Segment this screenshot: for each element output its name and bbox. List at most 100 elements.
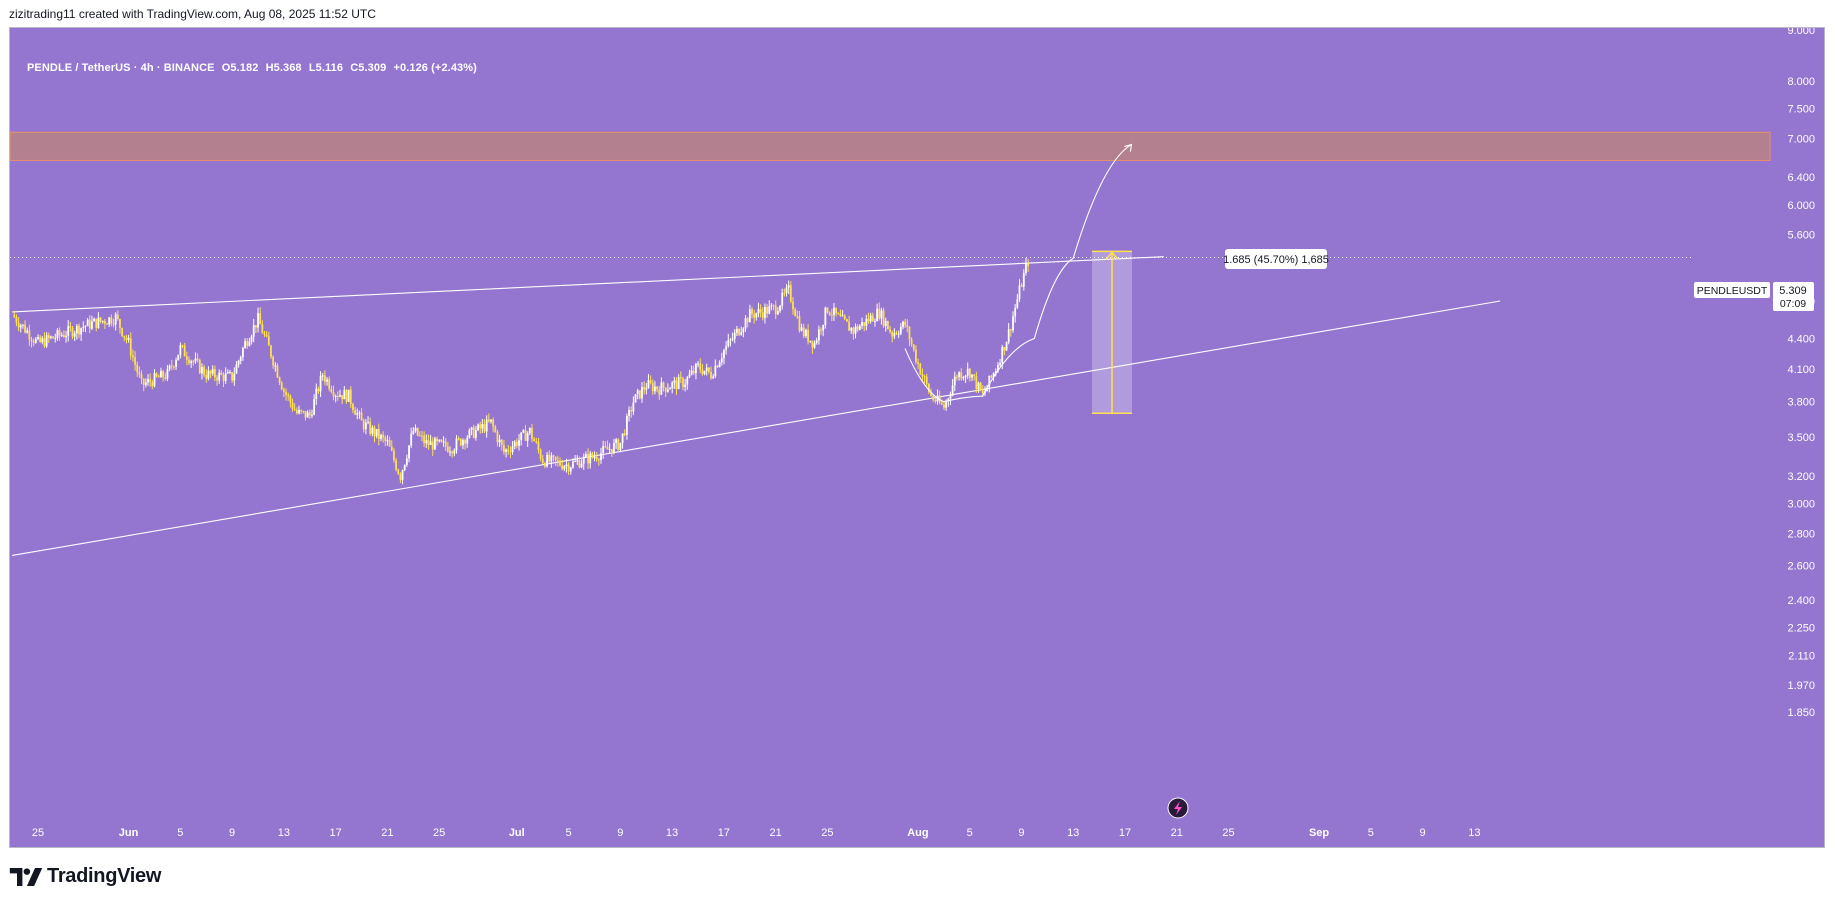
candle-body (272, 356, 275, 366)
candle-body (843, 315, 846, 320)
candle-body (940, 402, 943, 405)
candle-body (274, 365, 277, 367)
measure-label-box (1225, 249, 1327, 269)
candle-body (164, 377, 167, 379)
x-tick-label: 5 (967, 827, 973, 839)
candle-body (194, 358, 197, 362)
y-tick-label: 3.000 (1787, 499, 1815, 511)
candle-body (28, 330, 31, 340)
candle-body (682, 378, 684, 387)
candle-body (358, 412, 361, 414)
candle-body (276, 365, 279, 378)
candle-body (580, 463, 583, 468)
candle-body (418, 435, 421, 437)
x-tick-label: 13 (1067, 827, 1079, 839)
candle-body (660, 382, 663, 395)
candle-body (1007, 329, 1010, 343)
candle-body (971, 374, 973, 378)
candle-body (956, 376, 958, 378)
candle-body (257, 313, 259, 328)
candle-body (265, 334, 268, 337)
candle-body (966, 368, 969, 376)
y-tick-label: 4.100 (1787, 364, 1815, 376)
candle-body (103, 320, 106, 324)
candle-body (677, 377, 680, 390)
candle-body (110, 317, 113, 324)
candle-body (634, 394, 637, 403)
candle-body (377, 428, 380, 439)
candle-body (300, 409, 303, 412)
price-tag-countdown: 07:09 (1780, 298, 1806, 310)
candle-body (472, 427, 475, 438)
candle-body (360, 412, 363, 421)
price-chart[interactable]: 9.0008.0007.5007.0006.4006.0005.6004.800… (10, 28, 1824, 847)
candle-body (444, 441, 447, 447)
candle-body (895, 332, 898, 334)
legend-high: H5.368 (265, 62, 302, 74)
candle-body (617, 439, 620, 450)
x-tick-label: 17 (718, 827, 730, 839)
candle-body (17, 322, 20, 328)
candle-body (701, 369, 704, 375)
candle-body (725, 346, 728, 351)
candle-body (597, 459, 600, 461)
candle-body (1009, 329, 1012, 331)
tradingview-wordmark: TradingView (47, 865, 162, 887)
candle-body (127, 338, 130, 340)
candle-body (567, 464, 570, 472)
candle-body (142, 378, 145, 385)
candle-body (362, 420, 365, 430)
candle-body (332, 391, 335, 397)
y-tick-label: 8.000 (1787, 76, 1815, 88)
candle-body (19, 325, 22, 328)
candle-body (945, 401, 948, 408)
candle-body (403, 464, 406, 471)
candle-body (606, 446, 609, 450)
candle-body (628, 409, 630, 416)
candle-body (43, 338, 46, 347)
tradingview-brand[interactable]: TradingView (9, 865, 161, 888)
y-tick-label: 3.500 (1787, 432, 1815, 444)
y-tick-label: 2.600 (1787, 560, 1815, 572)
candle-body (211, 369, 214, 374)
candle-body (304, 411, 307, 418)
candle-body (267, 336, 270, 346)
candle-body (798, 316, 801, 331)
x-tick-label: 17 (329, 827, 341, 839)
candle-body (675, 380, 678, 390)
candle-body (927, 383, 930, 393)
x-tick-label: 9 (617, 827, 623, 839)
price-tag-value: 5.309 (1779, 285, 1807, 297)
candle-body (792, 301, 794, 310)
candle-body (336, 396, 339, 398)
candle-body (479, 424, 482, 429)
chart-frame[interactable]: 9.0008.0007.5007.0006.4006.0005.6004.800… (9, 27, 1825, 848)
candle-body (41, 338, 44, 342)
candle-body (662, 382, 665, 388)
candle-body (742, 328, 745, 333)
y-tick-label: 2.110 (1788, 650, 1815, 662)
candle-body (761, 312, 764, 318)
candle-body (619, 442, 622, 450)
candle-body (205, 375, 208, 379)
symbol-tag-box (1694, 282, 1770, 298)
candle-body (283, 389, 285, 392)
candle-body (666, 389, 669, 392)
candle-body (500, 439, 503, 446)
candle-body (546, 454, 548, 467)
candle-body (207, 370, 210, 379)
candle-body (73, 333, 76, 337)
candle-body (449, 451, 451, 453)
candle-body (787, 285, 790, 288)
candle-body (833, 307, 835, 316)
candle-body (237, 360, 240, 365)
candle-body (600, 453, 602, 461)
lightning-icon[interactable] (1167, 797, 1189, 819)
candle-body (561, 465, 564, 470)
candle-body (401, 470, 404, 480)
candle-body (968, 368, 971, 378)
candle-body (595, 456, 598, 460)
candle-body (293, 408, 296, 411)
candle-body (313, 398, 316, 415)
candle-body (67, 326, 70, 336)
